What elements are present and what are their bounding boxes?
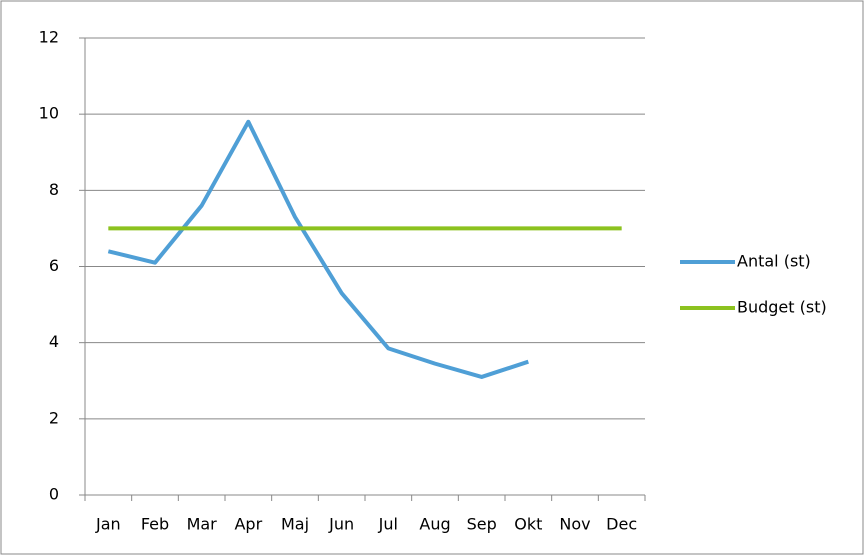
y-tick-label: 2 [49, 408, 59, 427]
x-tick-label: Jul [378, 515, 398, 534]
x-tick-label: Maj [281, 515, 309, 534]
x-tick-label: Sep [467, 515, 497, 534]
y-tick-label: 4 [49, 332, 59, 351]
x-tick-label: Feb [141, 515, 169, 534]
y-tick-label: 10 [39, 104, 59, 123]
series-line [107, 119, 529, 379]
x-tick-label: Jun [328, 515, 354, 534]
y-tick-label: 0 [49, 485, 59, 504]
y-tick-label: 12 [39, 28, 59, 47]
x-tick-label: Mar [187, 515, 218, 534]
x-tick-label: Aug [419, 515, 450, 534]
y-tick-label: 8 [49, 180, 59, 199]
x-tick-label: Nov [559, 515, 590, 534]
legend-label: Antal (st) [737, 252, 811, 271]
legend-label: Budget (st) [737, 298, 827, 317]
x-tick-label: Apr [234, 515, 262, 534]
x-tick-label: Okt [514, 515, 542, 534]
x-tick-label: Jan [95, 515, 121, 534]
y-tick-label: 6 [49, 256, 59, 275]
x-tick-label: Dec [606, 515, 637, 534]
